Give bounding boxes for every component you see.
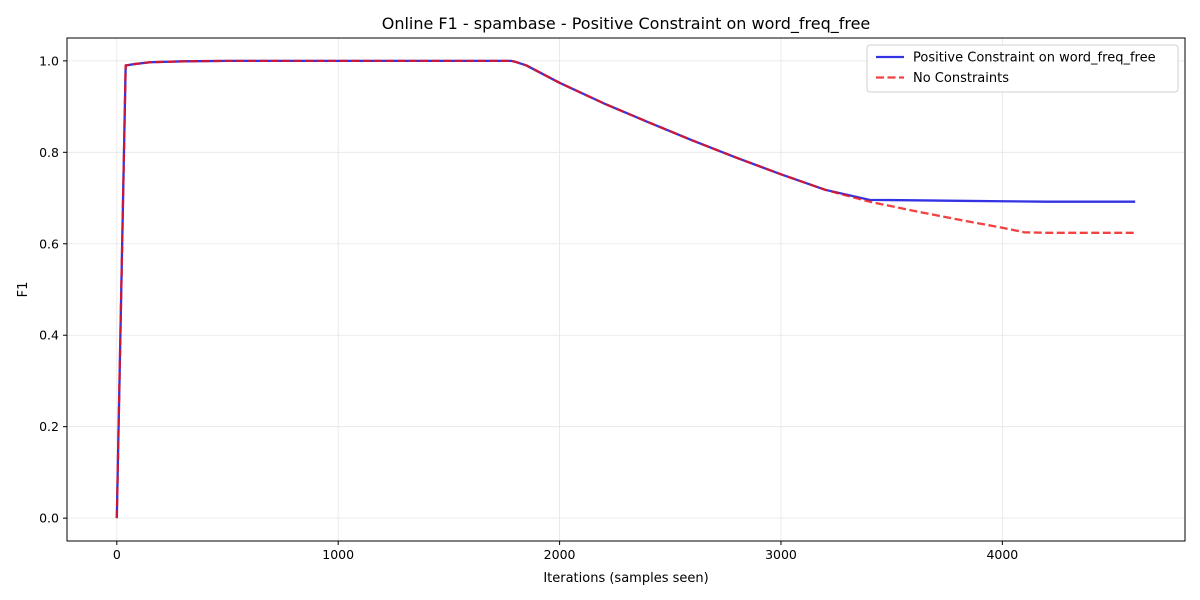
legend-label: No Constraints (913, 71, 1009, 86)
y-tick-label: 1.0 (39, 53, 59, 68)
y-tick-label: 0.8 (39, 145, 59, 160)
x-tick-label: 1000 (322, 547, 354, 562)
series-lines (115, 59, 1136, 519)
y-tick-label: 0.0 (39, 511, 59, 526)
axis-ticks: 0 1000 2000 3000 4000 0.0 0.2 0.4 0.6 0.8 1.0 (39, 53, 1018, 562)
x-tick-label: 4000 (986, 547, 1018, 562)
y-tick-label: 0.2 (39, 419, 59, 434)
chart-title: Online F1 - spambase - Positive Constrai… (382, 14, 871, 34)
legend-box (866, 44, 1179, 93)
plot-frame (66, 37, 1186, 542)
x-tick-label: 2000 (544, 547, 576, 562)
legend: Positive Constraint on word_freq_free No … (866, 44, 1179, 93)
x-tick-label: 3000 (765, 547, 797, 562)
y-axis-title: F1 (16, 282, 31, 298)
series-line-no-constraints (115, 59, 1136, 519)
legend-label: Positive Constraint on word_freq_free (913, 51, 1156, 66)
y-tick-label: 0.6 (39, 236, 59, 251)
y-tick-label: 0.4 (39, 328, 59, 343)
x-tick-label: 0 (113, 547, 121, 562)
x-axis-title: Iterations (samples seen) (543, 571, 708, 586)
